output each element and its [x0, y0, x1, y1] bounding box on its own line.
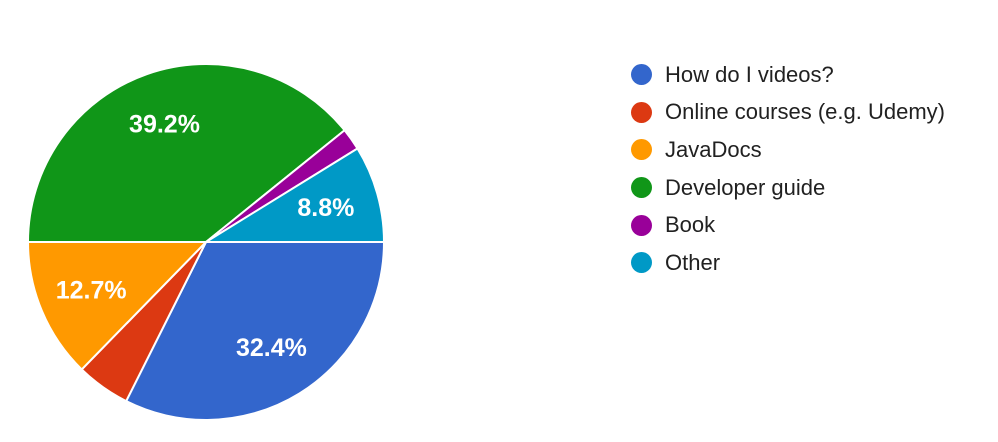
legend-color-dot	[631, 64, 652, 86]
pie-slice-developer-guide[interactable]	[27, 63, 346, 243]
pie-slice-percentage-label: 39.2%	[129, 111, 200, 139]
legend-item-how-do-i-videos: How do I videos?	[631, 56, 945, 94]
legend-label: JavaDocs	[665, 136, 762, 162]
legend-color-dot	[631, 139, 652, 161]
legend-color-dot	[631, 252, 652, 274]
legend: How do I videos? Online courses (e.g. Ude…	[631, 56, 945, 282]
pie-slice-other[interactable]	[205, 147, 385, 243]
legend-label: Other	[665, 249, 721, 275]
legend-color-dot	[631, 101, 652, 123]
pie-slice-percentage-label: 8.8%	[297, 194, 354, 222]
legend-item-book: Book	[631, 206, 945, 244]
legend-color-dot	[631, 214, 652, 236]
pie-slice-how-do-i-videos[interactable]	[125, 241, 385, 421]
legend-label: Book	[665, 212, 716, 238]
pie-slice-percentage-label: 12.7%	[56, 276, 127, 304]
legend-color-dot	[631, 177, 652, 199]
pie-slice-javadocs[interactable]	[27, 241, 207, 371]
legend-label: Online courses (e.g. Udemy)	[665, 99, 945, 125]
pie-slice-percentage-label: 32.4%	[236, 334, 307, 362]
legend-item-online-courses-e-g-udemy: Online courses (e.g. Udemy)	[631, 94, 945, 132]
pie-chart-svg: 32.4% 12.7% 39.2% 8.8%	[27, 63, 385, 421]
legend-item-other: Other	[631, 244, 945, 282]
legend-item-javadocs: JavaDocs	[631, 131, 945, 169]
legend-label: Developer guide	[665, 174, 826, 200]
legend-label: How do I videos?	[665, 61, 834, 87]
legend-item-developer-guide: Developer guide	[631, 169, 945, 207]
